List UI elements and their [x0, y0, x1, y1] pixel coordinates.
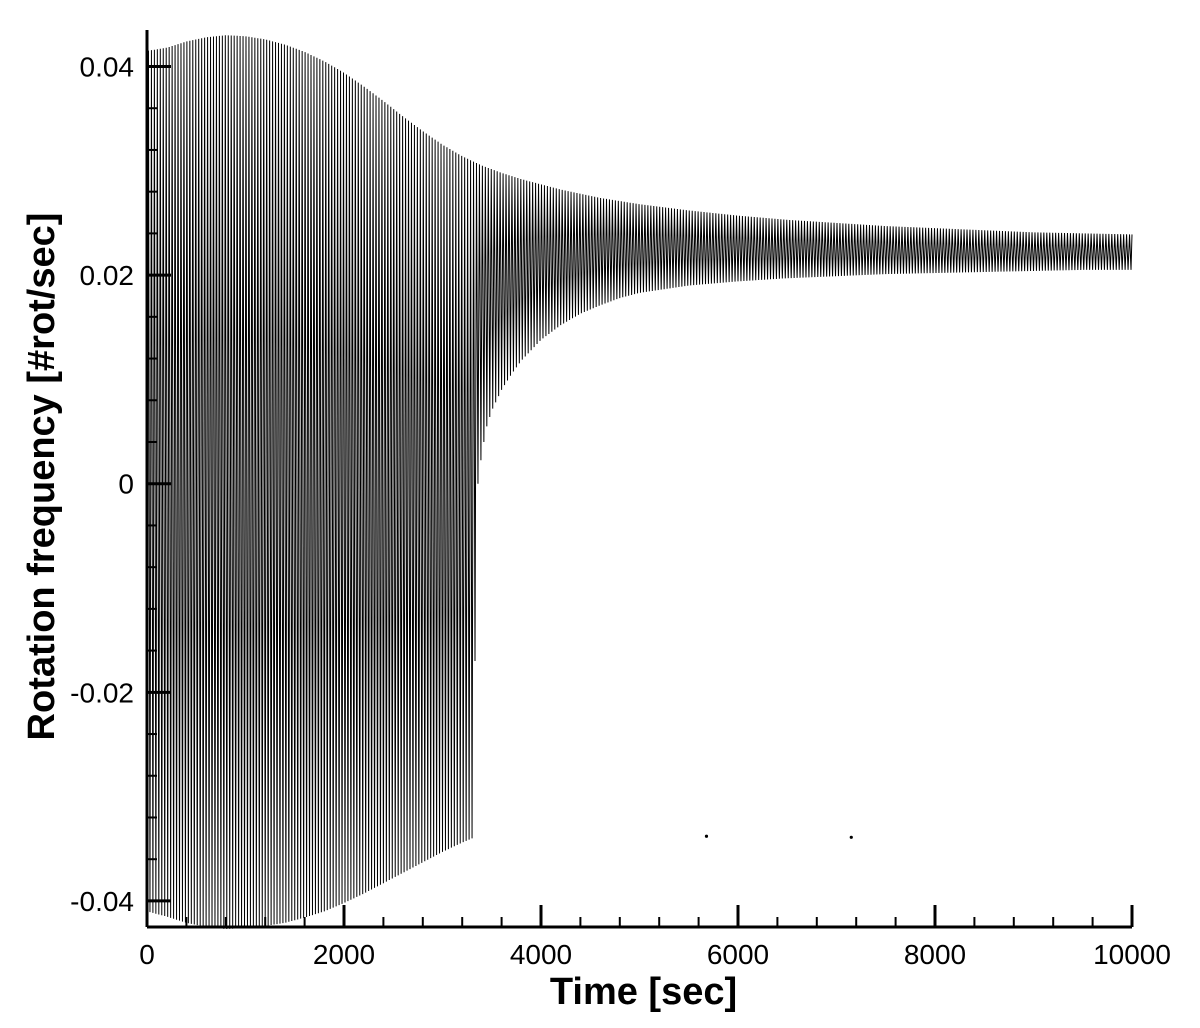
data-point [849, 835, 853, 839]
y-axis-title: Rotation frequency [#rot/sec] [21, 213, 63, 741]
x-tick-label: 0 [139, 939, 155, 970]
y-tick-label: -0.02 [70, 677, 134, 708]
x-tick-label: 6000 [707, 939, 769, 970]
x-tick-label: 8000 [904, 939, 966, 970]
series-line-rotation-frequency [146, 35, 1133, 930]
x-tick-label: 10000 [1093, 939, 1171, 970]
y-tick-label: 0.04 [80, 52, 135, 83]
y-tick-label: -0.04 [70, 886, 134, 917]
x-tick-label: 2000 [313, 939, 375, 970]
x-tick-label: 4000 [510, 939, 572, 970]
x-axis-ticks: 0 2000 4000 6000 8000 10000 [139, 905, 1171, 970]
x-axis-title: Time [sec] [550, 971, 737, 1013]
isolated-points [704, 834, 853, 839]
y-tick-label: 0.02 [80, 260, 135, 291]
y-tick-label: 0 [118, 469, 134, 500]
plot-area: 0 2000 4000 6000 8000 10000 -0.04 -0.02 0 0.02 0.… [70, 30, 1171, 970]
data-point [704, 834, 709, 838]
y-axis-ticks: -0.04 -0.02 0 0.02 0.04 [70, 52, 171, 917]
